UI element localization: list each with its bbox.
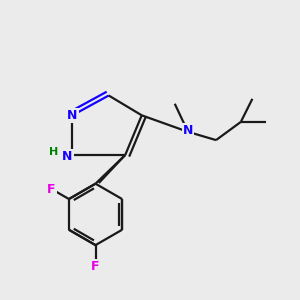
Text: F: F [47, 183, 56, 196]
Text: N: N [62, 150, 73, 163]
Text: H: H [49, 147, 58, 157]
Text: N: N [67, 109, 78, 122]
Text: N: N [183, 124, 193, 137]
Text: F: F [91, 260, 100, 273]
